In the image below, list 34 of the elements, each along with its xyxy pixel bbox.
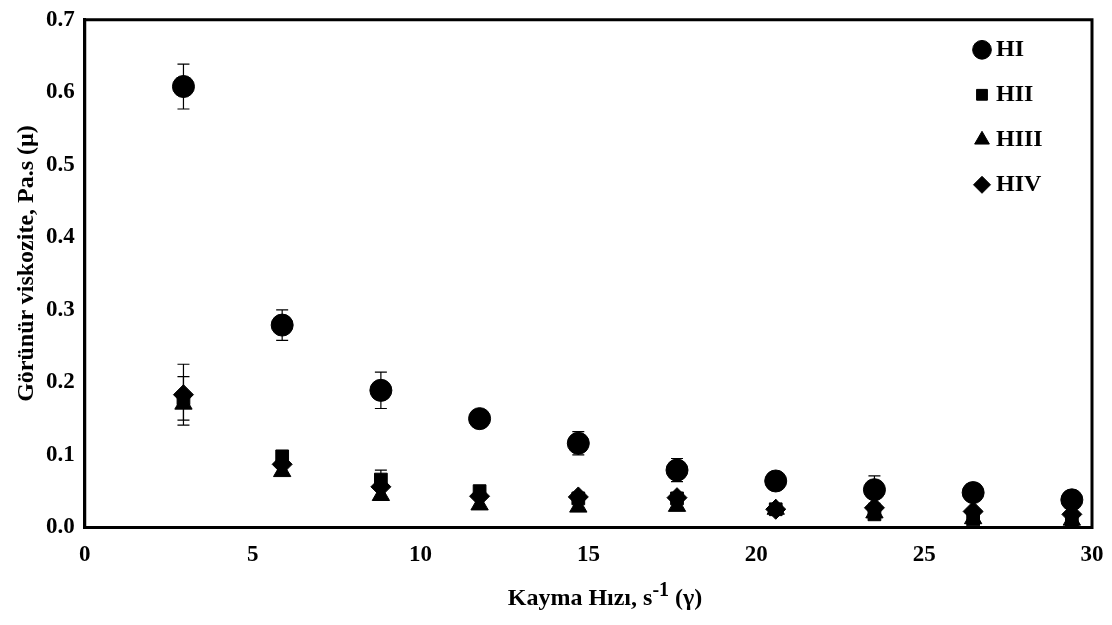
x-tick-label: 25 [912,541,936,567]
y-tick-label: 0.3 [46,295,75,321]
point [961,481,985,505]
point [571,491,586,506]
y-tick-label: 0.6 [46,78,75,104]
y-tick-label: 0.7 [46,5,75,31]
point [270,313,294,337]
y-tick-label: 0.4 [46,223,76,249]
x-tick-label: 30 [1080,541,1104,567]
x-tick-label: 10 [409,541,432,567]
point [1060,488,1084,512]
point [665,458,689,482]
point [764,469,788,493]
legend-label: HI [996,35,1025,61]
legend-label: HIII [996,125,1043,151]
legend-label: HIV [996,170,1043,196]
point [171,75,195,99]
x-axis-title: Kayma Hızı, s$^{-1}$ (γ) [506,578,704,611]
y-axis-title: Görünür viskozite, Pa.s (µ) [11,124,39,404]
point [468,407,492,431]
y-tick-label: 0.1 [46,440,75,466]
y-tick-label: 0.2 [46,368,75,394]
x-tick-label: 20 [744,541,768,567]
x-tick-label: 5 [246,541,259,567]
y-tick-label: 0.0 [46,513,75,539]
point [862,478,886,502]
x-tick-label: 0 [79,541,91,567]
x-tick-label: 15 [576,541,600,567]
point [966,512,981,527]
point [369,378,393,402]
legend-label: HII [996,80,1034,106]
y-tick-label: 0.5 [46,150,75,176]
point [566,431,590,455]
point [275,449,290,464]
